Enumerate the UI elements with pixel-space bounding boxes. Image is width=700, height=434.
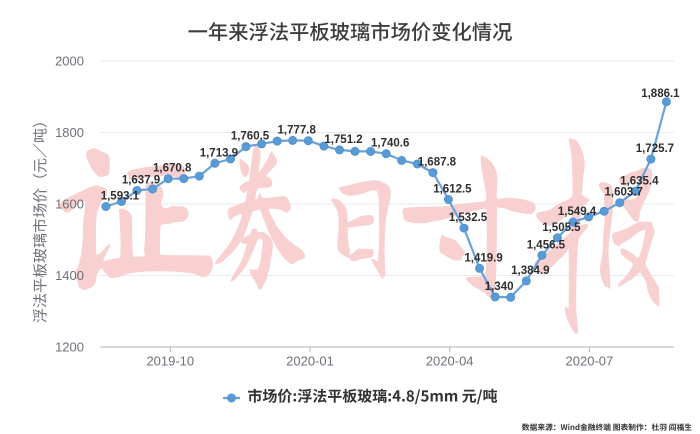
svg-text:1,505.5: 1,505.5 xyxy=(542,222,581,234)
svg-text:2000: 2000 xyxy=(55,54,84,69)
svg-text:1600: 1600 xyxy=(55,197,84,212)
svg-text:1,612.5: 1,612.5 xyxy=(433,184,472,196)
svg-text:1,419.9: 1,419.9 xyxy=(464,252,502,264)
svg-text:1,725.7: 1,725.7 xyxy=(636,143,674,155)
svg-text:1,687.8: 1,687.8 xyxy=(418,157,457,169)
svg-text:1,760.5: 1,760.5 xyxy=(231,131,270,143)
svg-text:1,751.2: 1,751.2 xyxy=(324,134,362,146)
svg-text:1,532.5: 1,532.5 xyxy=(449,212,488,224)
svg-text:1400: 1400 xyxy=(55,268,84,283)
svg-text:1,713.9: 1,713.9 xyxy=(200,147,238,159)
svg-text:2020-07: 2020-07 xyxy=(566,354,614,369)
svg-text:1,593.1: 1,593.1 xyxy=(101,191,140,203)
svg-text:2019-10: 2019-10 xyxy=(146,354,194,369)
svg-text:2020-01: 2020-01 xyxy=(286,354,334,369)
svg-text:1,456.5: 1,456.5 xyxy=(527,239,566,251)
svg-text:1,603.7: 1,603.7 xyxy=(605,187,643,199)
svg-text:1,777.8: 1,777.8 xyxy=(278,124,317,136)
svg-text:1,740.6: 1,740.6 xyxy=(371,138,409,150)
svg-text:1,635.4: 1,635.4 xyxy=(620,175,659,187)
svg-text:1200: 1200 xyxy=(55,340,84,355)
svg-text:1800: 1800 xyxy=(55,125,84,140)
svg-text:1,384.9: 1,384.9 xyxy=(511,265,549,277)
svg-text:2020-04: 2020-04 xyxy=(426,354,474,369)
svg-text:1,549.4: 1,549.4 xyxy=(558,206,597,218)
svg-text:1,670.8: 1,670.8 xyxy=(153,163,192,175)
svg-text:1,340: 1,340 xyxy=(485,281,514,293)
svg-text:1,637.9: 1,637.9 xyxy=(122,175,160,187)
svg-text:1,886.1: 1,886.1 xyxy=(641,88,680,100)
